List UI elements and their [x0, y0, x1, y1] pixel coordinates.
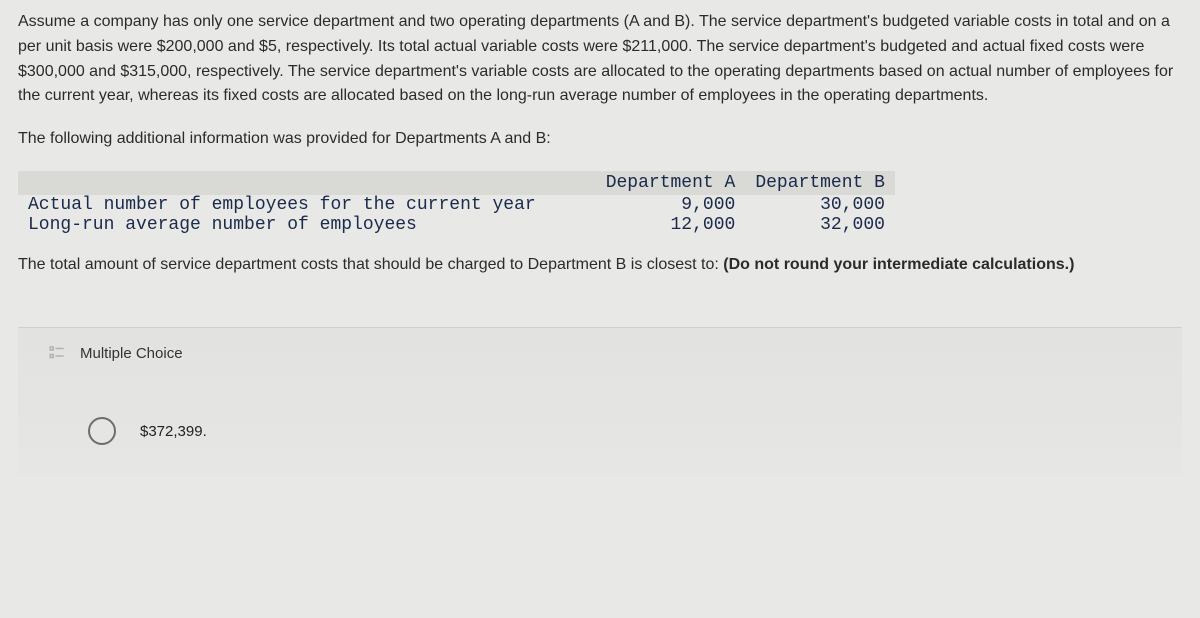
table-row: Long-run average number of employees 12,…	[18, 215, 895, 235]
answer-block: Multiple Choice $372,399.	[18, 327, 1182, 475]
table-header-blank	[18, 171, 596, 195]
row-value-a: 12,000	[596, 215, 746, 235]
question-note: (Do not round your intermediate calculat…	[723, 256, 1074, 273]
question-lead: The total amount of service department c…	[18, 256, 723, 273]
row-value-b: 30,000	[745, 195, 895, 215]
table-row: Actual number of employees for the curre…	[18, 195, 895, 215]
table-header-dept-b: Department B	[745, 171, 895, 195]
row-value-b: 32,000	[745, 215, 895, 235]
problem-paragraph-2: The following additional information was…	[18, 127, 1182, 151]
row-value-a: 9,000	[596, 195, 746, 215]
table-header-dept-a: Department A	[596, 171, 746, 195]
multiple-choice-icon	[48, 344, 66, 362]
question-line: The total amount of service department c…	[18, 253, 1182, 277]
problem-paragraph-1: Assume a company has only one service de…	[18, 10, 1182, 109]
choice-text[interactable]: $372,399.	[140, 423, 207, 440]
multiple-choice-title: Multiple Choice	[80, 345, 183, 362]
radio-button[interactable]	[88, 417, 116, 445]
choice-row: $372,399.	[48, 417, 1152, 445]
departments-table: Department A Department B Actual number …	[18, 171, 895, 235]
row-label: Actual number of employees for the curre…	[18, 195, 596, 215]
row-label: Long-run average number of employees	[18, 215, 596, 235]
